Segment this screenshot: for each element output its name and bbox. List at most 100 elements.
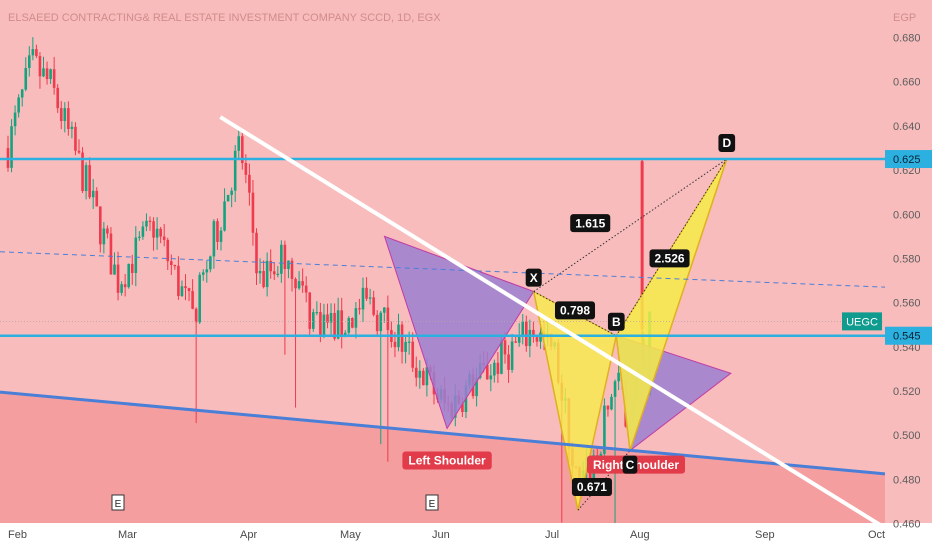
- candle-body: [88, 165, 91, 198]
- candle-body: [418, 370, 422, 378]
- y-tick-label: 0.600: [893, 209, 921, 221]
- y-tick-label: 0.580: [893, 253, 921, 265]
- candle-body: [361, 287, 365, 310]
- candle-body: [205, 269, 209, 273]
- candle-body: [67, 108, 70, 129]
- candle-body: [216, 221, 219, 242]
- candle-body: [194, 308, 198, 323]
- candle-body: [294, 278, 297, 289]
- x-tick-label: Aug: [630, 529, 650, 541]
- candle-body: [283, 244, 287, 269]
- candle-body: [95, 190, 99, 207]
- candle-body: [308, 292, 312, 329]
- earnings-marker-text: E: [429, 499, 436, 510]
- candle-body: [20, 89, 24, 98]
- candle-body: [63, 108, 67, 122]
- candle-body: [42, 68, 45, 77]
- dashed-channel-line: [0, 251, 886, 288]
- candle-body: [56, 87, 59, 109]
- candle-body: [59, 108, 63, 122]
- candle-body: [347, 318, 351, 333]
- y-tick-label: 0.460: [893, 518, 921, 530]
- point-c-label-top-text: C: [626, 458, 635, 472]
- candle-body: [351, 318, 354, 328]
- point-d-label-bg: [718, 134, 736, 153]
- earnings-marker[interactable]: [425, 494, 439, 511]
- candle-body: [17, 97, 20, 113]
- candle-body: [510, 341, 514, 370]
- candle-body: [539, 332, 542, 342]
- ratio-bd-label: 2.526: [649, 249, 690, 268]
- point-x-label-text: X: [530, 271, 538, 285]
- candle-body: [500, 340, 503, 374]
- left-shoulder-label-bg: [402, 451, 492, 470]
- candle-body: [272, 271, 276, 275]
- candle-body: [159, 228, 162, 237]
- candle-body: [304, 285, 308, 293]
- candle-body: [368, 297, 372, 299]
- candle-body: [425, 367, 429, 386]
- candle-body: [276, 273, 280, 275]
- x-tick-label: Feb: [8, 529, 27, 541]
- candle-body: [170, 261, 173, 266]
- candle-body: [127, 263, 130, 288]
- candle-body: [212, 221, 216, 257]
- candle-body: [532, 329, 535, 338]
- candle-body: [106, 228, 109, 234]
- candle-body: [297, 281, 301, 289]
- candle-body: [123, 284, 127, 288]
- candle-body: [322, 314, 326, 337]
- ratio-bd-label-bg: [649, 249, 690, 268]
- candle-body: [223, 201, 226, 231]
- candle-body: [162, 236, 166, 240]
- candle-body: [489, 375, 493, 380]
- candle-body: [31, 49, 35, 56]
- candle-body: [606, 405, 610, 410]
- candle-body: [209, 256, 212, 270]
- downtrend-line: [219, 115, 887, 530]
- candle-body: [354, 308, 358, 328]
- y-tick-label: 0.480: [893, 474, 921, 486]
- x-tick-label: Mar: [118, 529, 137, 541]
- x-tick-label: Apr: [240, 529, 257, 541]
- left-shoulder-label-text: Left Shoulder: [408, 454, 486, 468]
- candle-body: [13, 112, 17, 127]
- ratio-ac-label-text: 0.671: [577, 480, 607, 494]
- candle-body: [91, 190, 95, 198]
- candle-body: [521, 321, 525, 337]
- ratio-xd-label-text: 1.615: [575, 216, 605, 230]
- candle-body: [280, 244, 283, 274]
- candle-body: [528, 329, 532, 347]
- candle-body: [35, 49, 38, 57]
- candle-body: [393, 341, 397, 348]
- candle-body: [38, 56, 42, 77]
- candle-body: [130, 263, 134, 273]
- candle-body: [375, 314, 379, 332]
- candle-body: [287, 260, 290, 269]
- candle-body: [610, 396, 613, 410]
- candle-body: [319, 312, 322, 337]
- candle-body: [24, 67, 28, 90]
- candle-body: [386, 307, 390, 331]
- earnings-marker[interactable]: [111, 494, 125, 511]
- candle-body: [365, 287, 368, 299]
- price-tag-bg: [885, 326, 932, 345]
- x-tick-label: Jul: [545, 529, 559, 541]
- candle-body: [49, 69, 52, 80]
- candle-body: [116, 264, 120, 293]
- point-b-label-bg: [607, 312, 625, 331]
- x-tick-label: Sep: [755, 529, 775, 541]
- candle-body: [422, 370, 425, 386]
- candle-body: [187, 288, 191, 292]
- candle-body: [383, 307, 386, 313]
- candle-body: [52, 69, 56, 88]
- candle-body: [265, 260, 269, 288]
- candle-body: [134, 237, 138, 273]
- ratio-xb-label: 0.798: [554, 301, 596, 320]
- y-tick-label: 0.500: [893, 430, 921, 442]
- point-d-label: D: [718, 134, 736, 153]
- candle-body: [358, 308, 361, 310]
- earnings-marker-text: E: [115, 499, 122, 510]
- y-tick-label: 0.640: [893, 121, 921, 133]
